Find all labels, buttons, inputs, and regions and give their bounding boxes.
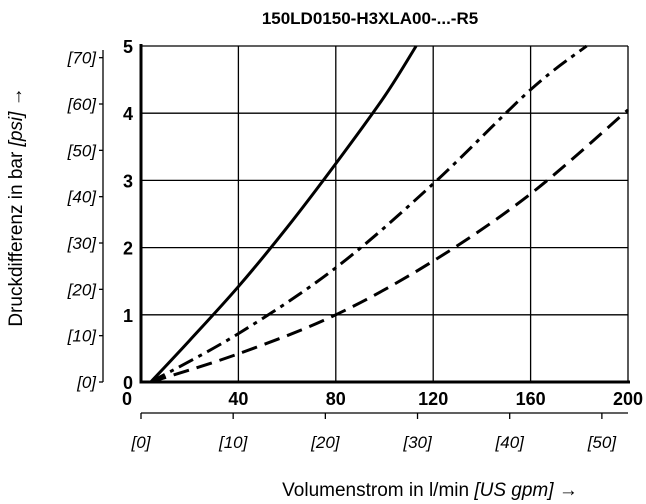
y-secondary-tick-label-5: [50] [67,141,98,160]
chart-title: 150LD0150-H3XLA00-...-R5 [262,9,478,28]
y-tick-label-3: 3 [123,171,133,191]
tick-labels: [0] [10] [20] [30] [40] [50] [60] [70] [0] [10] [2… [67,37,643,452]
y-axis-label-main: Druckdifferenz in bar [6,151,27,327]
axes [99,44,630,419]
y-secondary-tick-label-7: [70] [67,49,98,68]
x-axis-label: Volumenstrom in l/min [US gpm] → [282,480,578,501]
y-secondary-tick-label-2: [20] [67,280,98,299]
y-secondary-tick-label-4: [40] [67,188,98,207]
y-tick-label-0: 0 [123,373,133,393]
y-tick-label-2: 2 [123,239,133,259]
y-tick-label-5: 5 [123,37,133,57]
x-tick-label-200: 200 [613,389,643,409]
y-axis-label: Druckdifferenz in bar [psi] → [6,87,27,326]
x-secondary-tick-label-1: [10] [218,433,249,452]
y-secondary-tick-label-3: [30] [67,234,98,253]
x-axis-unit: [US gpm] → [473,480,577,501]
series-line-solid [149,45,418,384]
x-secondary-tick-label-2: [20] [310,433,341,452]
y-secondary-tick-label-0: [0] [76,373,97,392]
x-tick-label-0: 0 [122,389,132,409]
y-tick-label-1: 1 [123,306,133,326]
x-axis-label-main: Volumenstrom in l/min [282,480,469,501]
x-tick-label-40: 40 [228,389,248,409]
x-secondary-tick-label-0: [0] [131,433,152,452]
x-secondary-tick-label-4: [40] [495,433,526,452]
y-tick-label-4: 4 [123,104,133,124]
grid [141,45,629,382]
series-line-dash-dot [150,44,588,384]
x-tick-label-80: 80 [326,389,346,409]
x-tick-label-160: 160 [516,389,546,409]
x-secondary-tick-label-3: [30] [402,433,433,452]
series-line-dashed [150,108,629,384]
y-secondary-tick-label-6: [60] [67,95,98,114]
x-tick-label-120: 120 [418,389,448,409]
y-secondary-tick-label-1: [10] [67,327,98,346]
y-axis-unit: [psi] → [6,87,27,147]
series-group [149,44,629,384]
x-secondary-tick-label-5: [50] [587,433,618,452]
